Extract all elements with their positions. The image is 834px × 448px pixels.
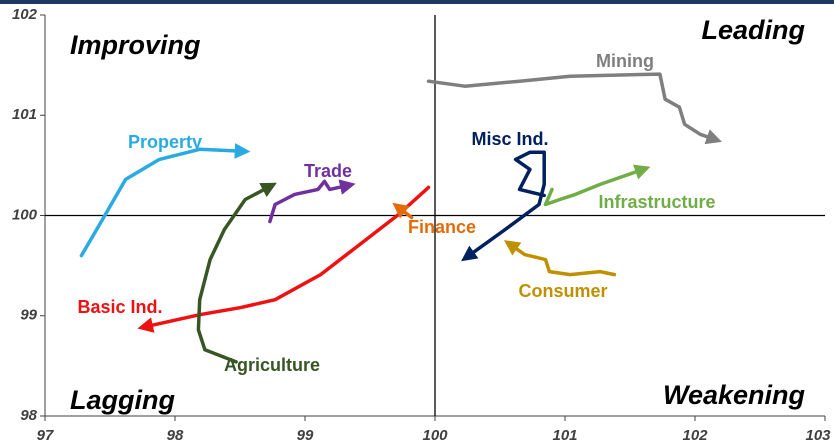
series-line xyxy=(268,179,356,224)
series-line xyxy=(543,164,651,207)
quadrant-label: Leading xyxy=(701,15,805,45)
x-tick-label: 99 xyxy=(297,427,314,444)
y-tick-label: 99 xyxy=(20,307,37,324)
series-label: Basic Ind. xyxy=(77,297,162,317)
x-tick-label: 97 xyxy=(37,427,54,444)
y-tick-label: 102 xyxy=(12,6,38,23)
x-tick-label: 103 xyxy=(805,427,831,444)
series-label: Consumer xyxy=(518,281,607,301)
series-label: Misc Ind. xyxy=(471,129,548,149)
series-label: Trade xyxy=(304,161,352,181)
series-label: Mining xyxy=(596,51,654,71)
x-tick-label: 102 xyxy=(682,427,708,444)
header-band xyxy=(0,0,834,4)
series-label: Property xyxy=(128,132,202,152)
series-line xyxy=(503,240,617,277)
x-tick-label: 98 xyxy=(167,427,184,444)
y-tick-label: 101 xyxy=(12,106,37,123)
series-label: Finance xyxy=(408,217,476,237)
series-line xyxy=(426,72,722,145)
series-line xyxy=(137,185,431,333)
series-line xyxy=(79,143,251,258)
series-line xyxy=(461,150,546,262)
x-tick-label: 101 xyxy=(552,427,577,444)
series-label: Agriculture xyxy=(224,355,320,375)
quadrant-label: Weakening xyxy=(663,380,806,410)
quadrant-label: Improving xyxy=(70,30,201,60)
y-tick-label: 100 xyxy=(12,206,38,223)
quadrant-label: Lagging xyxy=(70,385,175,415)
y-tick-label: 98 xyxy=(20,407,37,424)
series-line xyxy=(196,182,277,364)
series-label: Infrastructure xyxy=(598,192,715,212)
x-tick-label: 100 xyxy=(422,427,448,444)
series-line xyxy=(392,202,414,220)
